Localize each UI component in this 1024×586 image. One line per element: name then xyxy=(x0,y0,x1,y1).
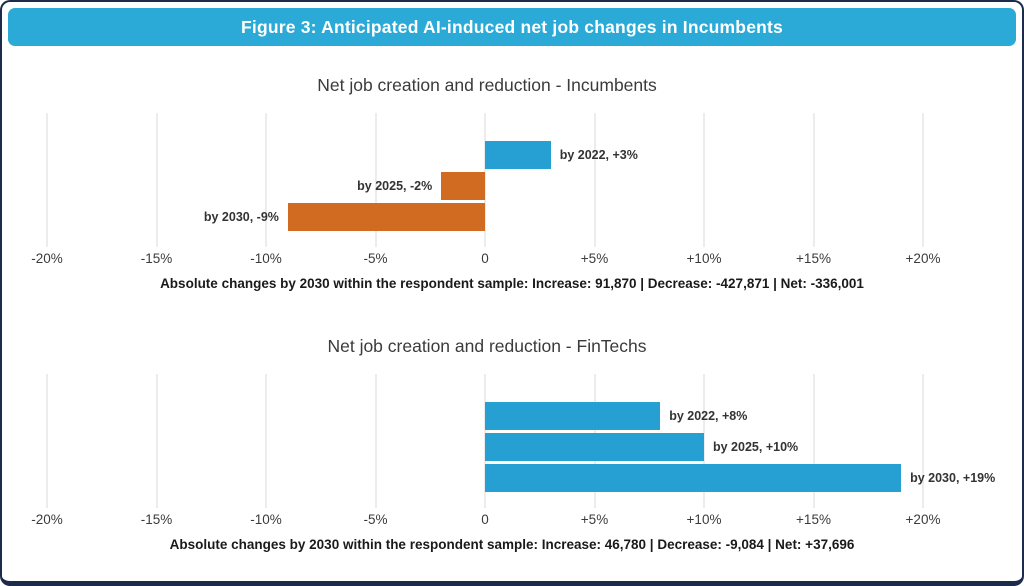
incumbents-chart-title: Net job creation and reduction - Incumbe… xyxy=(317,75,657,95)
incumbents-chart: Net job creation and reduction - Incumbe… xyxy=(2,72,1022,293)
x-tick-label: +5% xyxy=(580,251,609,266)
x-tick-label: 0 xyxy=(481,512,489,527)
x-tick-label: -20% xyxy=(31,251,63,266)
bar-by-2022 xyxy=(485,402,661,430)
bar-by-2022 xyxy=(485,141,551,169)
gridline xyxy=(46,374,48,508)
gridline xyxy=(484,113,486,247)
gridline xyxy=(813,374,814,508)
gridline xyxy=(703,113,705,247)
bar-by-2025 xyxy=(441,172,485,200)
x-tick-label: -20% xyxy=(31,512,63,527)
x-tick-label: +15% xyxy=(796,251,831,266)
bar-by-2030 xyxy=(485,464,902,492)
gridline xyxy=(375,113,376,247)
figure-header: Figure 3: Anticipated AI-induced net job… xyxy=(8,8,1016,46)
x-tick-label: -15% xyxy=(140,512,173,527)
fintechs-x-axis: -20% -15% -10% -5% 0 +5% +10% +15% +20% xyxy=(31,508,940,530)
bar-label: by 2022, +8% xyxy=(669,409,748,423)
fintechs-plot-area: by 2022, +8% by 2025, +10% by 2030, +19% xyxy=(46,374,995,508)
bar-by-2030 xyxy=(287,203,485,231)
fintechs-chart-title: Net job creation and reduction - FinTech… xyxy=(327,336,647,356)
gridline xyxy=(813,113,814,247)
gridline xyxy=(922,113,924,247)
bar-label: by 2030, +19% xyxy=(910,471,996,485)
gridline xyxy=(922,374,924,508)
x-tick-label: -15% xyxy=(140,251,173,266)
figure-title: Figure 3: Anticipated AI-induced net job… xyxy=(241,16,783,37)
x-tick-label: +10% xyxy=(686,512,722,527)
gridline xyxy=(594,113,595,247)
bar-label: by 2022, +3% xyxy=(559,148,638,162)
bar-by-2025 xyxy=(485,433,704,461)
bar-label: by 2030, -9% xyxy=(203,210,279,224)
gridline xyxy=(265,374,267,508)
x-tick-label: +5% xyxy=(580,512,609,527)
x-tick-label: +20% xyxy=(905,251,941,266)
gridline xyxy=(375,374,376,508)
x-tick-label: -10% xyxy=(250,512,282,527)
x-tick-label: -5% xyxy=(363,512,388,527)
incumbents-plot-area: by 2022, +3% by 2025, -2% by 2030, -9% xyxy=(46,113,924,247)
x-tick-label: +10% xyxy=(686,251,722,266)
gridline xyxy=(265,113,267,247)
bar-label: by 2025, -2% xyxy=(357,179,433,193)
x-tick-label: +15% xyxy=(796,512,831,527)
fintechs-caption: Absolute changes by 2030 within the resp… xyxy=(169,537,855,552)
x-tick-label: 0 xyxy=(481,251,489,266)
fintechs-chart: Net job creation and reduction - FinTech… xyxy=(2,333,1022,554)
x-tick-label: -10% xyxy=(250,251,282,266)
gridline xyxy=(703,374,705,508)
gridline xyxy=(156,374,157,508)
gridline xyxy=(46,113,48,247)
x-tick-label: +20% xyxy=(905,512,941,527)
x-tick-label: -5% xyxy=(363,251,388,266)
gridline xyxy=(156,113,157,247)
incumbents-caption: Absolute changes by 2030 within the resp… xyxy=(160,276,864,291)
incumbents-x-axis: -20% -15% -10% -5% 0 +5% +10% +15% +20% xyxy=(31,247,940,269)
bar-label: by 2025, +10% xyxy=(713,440,799,454)
